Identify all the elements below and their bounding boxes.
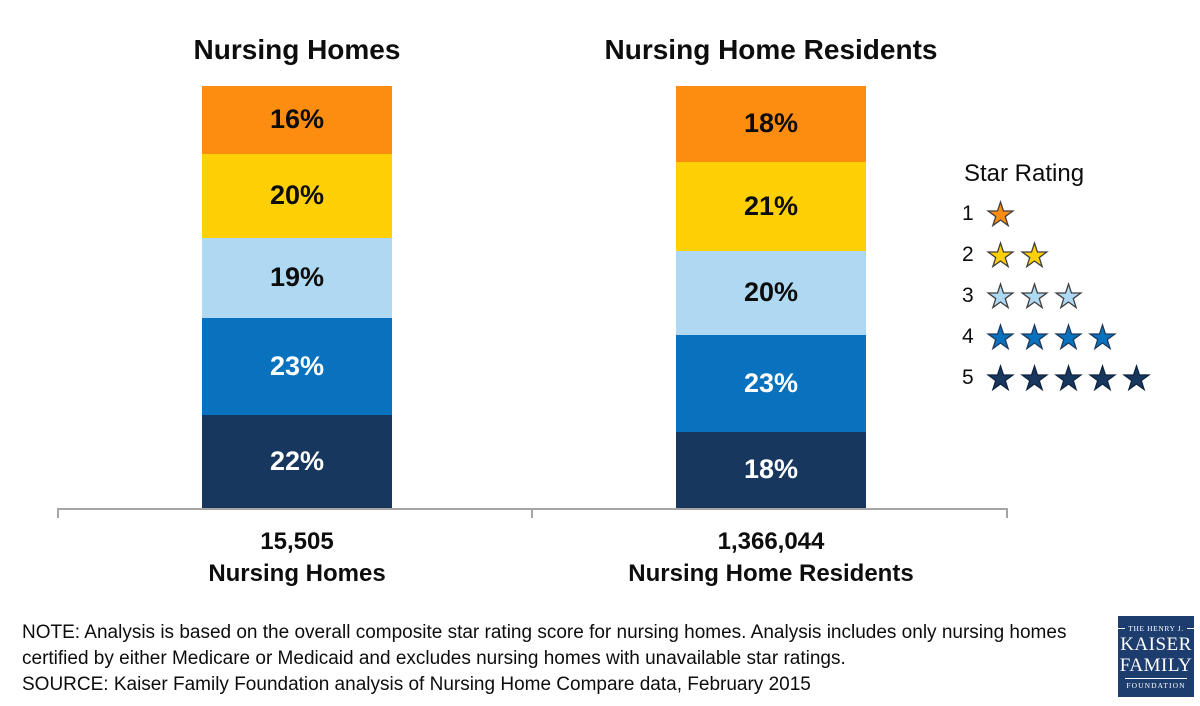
star-icon (1020, 363, 1049, 391)
stacked-bar-nursing-homes: 16% 20% 19% 23% 22% (202, 86, 392, 508)
legend-row-2-star: 2 (962, 239, 1192, 270)
star-icon (1020, 240, 1049, 268)
axis-tick (1006, 508, 1008, 518)
logo-rule-left (1118, 627, 1126, 629)
bar-segment-4-star: 23% (676, 334, 866, 432)
legend-row-5-star: 5 (962, 362, 1192, 393)
logo-henry-j-text: THE HENRY J. (1128, 623, 1184, 633)
stacked-bar-nursing-home-residents: 18% 21% 20% 23% 18% (676, 86, 866, 508)
logo-divider (1125, 677, 1187, 679)
star-icon (1088, 322, 1117, 350)
star-icon (1054, 281, 1083, 309)
bar-segment-2-star: 21% (676, 161, 866, 251)
note-line: certified by either Medicare or Medicaid… (22, 648, 846, 669)
legend-row-number: 2 (962, 242, 974, 266)
legend-row-1-star: 1 (962, 198, 1192, 229)
left-chart-title: Nursing Homes (193, 34, 401, 65)
star-icon (986, 240, 1015, 268)
bar-segment-3-star: 20% (676, 250, 866, 335)
bar-segment-5-star: 18% (676, 432, 866, 508)
logo-family-text: FAMILY (1119, 654, 1193, 676)
logo-kaiser-text: KAISER (1120, 633, 1192, 655)
left-category-count: 15,505 (260, 528, 334, 555)
star-icon (1088, 363, 1117, 391)
footnotes: NOTE: Analysis is based on the overall c… (22, 620, 1102, 698)
left-category-name: Nursing Homes (208, 560, 386, 587)
star-icon (986, 199, 1015, 227)
note-line: NOTE: Analysis is based on the overall c… (22, 622, 1067, 643)
legend-row-number: 3 (962, 283, 974, 307)
star-icon (986, 363, 1015, 391)
star-icon (1122, 363, 1151, 391)
legend-row-3-star: 3 (962, 280, 1192, 311)
legend-rows: 1 2 3 4 5 (962, 198, 1192, 393)
bar-segment-1-star: 16% (202, 86, 392, 154)
bar-segment-2-star: 20% (202, 153, 392, 238)
right-category-label: 1,366,044 Nursing Home Residents (551, 526, 991, 590)
star-icon (1054, 322, 1083, 350)
axis-tick (531, 508, 533, 518)
legend-title: Star Rating (964, 160, 1085, 187)
source-line: SOURCE: Kaiser Family Foundation analysi… (22, 674, 811, 695)
logo-top-line: THE HENRY J. (1118, 623, 1194, 633)
star-rating-legend: Star Rating 1 2 3 4 5 (962, 160, 1192, 403)
logo-rule-right (1186, 627, 1194, 629)
right-chart-title: Nursing Home Residents (604, 34, 938, 65)
star-icon (1020, 281, 1049, 309)
right-category-count: 1,366,044 (717, 528, 825, 555)
star-icon (986, 322, 1015, 350)
bar-segment-3-star: 19% (202, 237, 392, 319)
bar-segment-4-star: 23% (202, 318, 392, 416)
star-icon (986, 281, 1015, 309)
left-category-label: 15,505 Nursing Homes (77, 526, 517, 590)
logo-foundation-text: FOUNDATION (1126, 680, 1186, 690)
axis-tick (57, 508, 59, 518)
star-icon (1054, 363, 1083, 391)
bar-segment-1-star: 18% (676, 86, 866, 162)
bar-segment-5-star: 22% (202, 415, 392, 508)
right-category-name: Nursing Home Residents (628, 560, 914, 587)
legend-row-4-star: 4 (962, 321, 1192, 352)
star-icon (1020, 322, 1049, 350)
legend-row-number: 4 (962, 324, 974, 348)
legend-row-number: 1 (962, 201, 974, 225)
legend-row-number: 5 (962, 365, 974, 389)
kaiser-family-foundation-logo: THE HENRY J. KAISER FAMILY FOUNDATION (1118, 616, 1194, 697)
